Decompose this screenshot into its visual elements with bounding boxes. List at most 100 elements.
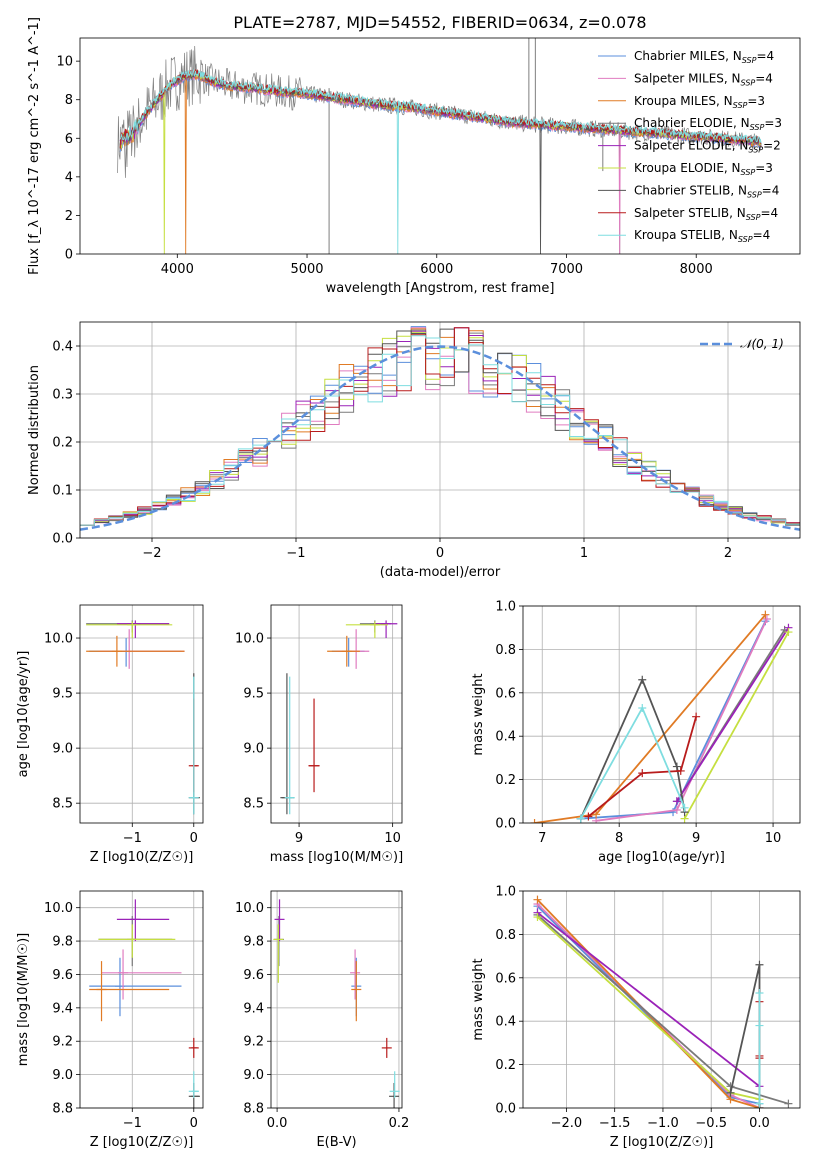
legend-label: Kroupa MILES, NSSP=3 — [634, 94, 765, 110]
x-tick-label: 5000 — [290, 262, 323, 277]
y-tick-label: 9.0 — [243, 1068, 264, 1083]
y-tick-label: 0.0 — [495, 817, 516, 832]
y-tick-label: 0.6 — [495, 686, 516, 701]
panel-spectrum: 4000 5000 6000 7000 8000 0 2 4 6 8 10 wavelength [A… — [27, 17, 801, 296]
legend-count: =4 — [755, 71, 773, 85]
y-tick-label: 6 — [65, 132, 73, 147]
y-tick-label: 10 — [56, 55, 73, 70]
x-axis-label: wavelength [Angstrom, rest frame] — [326, 281, 555, 296]
legend-label: Chabrier STELIB, NSSP=4 — [634, 183, 779, 199]
series-salpeter-stelib — [587, 716, 697, 818]
legend-label: Salpeter MILES, NSSP=4 — [634, 71, 773, 87]
y-tick-label: 10.0 — [235, 632, 264, 647]
legend-subscript: SSP — [750, 123, 765, 132]
plus-marker — [755, 1021, 764, 1030]
y-tick-label: 0.4 — [495, 1015, 516, 1030]
plus-marker — [638, 675, 647, 684]
model-salpeter-stelib — [119, 69, 762, 149]
x-tick-label: 0.2 — [389, 1116, 410, 1131]
y-tick-label: 8.5 — [243, 797, 264, 812]
x-tick-label: 6000 — [420, 262, 453, 277]
series-chabrier-stelib — [729, 964, 761, 1108]
plus-marker — [533, 913, 542, 922]
legend-subscript: SSP — [738, 235, 753, 244]
plot-area — [533, 895, 793, 1108]
x-tick-label: 0 — [436, 546, 444, 561]
y-tick-label: 9.5 — [52, 687, 73, 702]
plus-marker — [638, 769, 647, 778]
x-tick-label: 1 — [580, 546, 588, 561]
y-tick-label: 9.4 — [52, 1001, 73, 1016]
plot-area — [280, 620, 398, 815]
plus-marker — [530, 819, 539, 823]
x-tick-label: −0.5 — [695, 1116, 727, 1131]
plot-area — [80, 326, 800, 531]
series-chabrier-stelib — [579, 677, 686, 820]
x-tick-label: 10 — [384, 831, 401, 846]
axes-frame — [79, 321, 801, 539]
series-chabrier-miles — [580, 620, 767, 820]
plus-marker — [762, 615, 771, 624]
y-tick-label: 0.0 — [495, 1102, 516, 1117]
y-axis-label: Normed distribution — [27, 365, 42, 495]
plus-marker — [755, 960, 764, 969]
legend-label: Salpeter ELODIE, NSSP=2 — [634, 139, 781, 155]
y-axis-label: mass weight — [471, 673, 486, 755]
panel-mass_vs_EBV: 0.0 0.2 8.8 9.0 9.2 9.4 9.6 9.8 10.0 E(B-V) — [235, 890, 410, 1150]
legend-count: =4 — [756, 49, 774, 63]
figure-title: PLATE=2787, MJD=54552, FIBERID=0634, z=0… — [233, 13, 646, 32]
x-axis-label: Z [log10(Z/Z☉)] — [610, 1135, 714, 1150]
hist-kroupa-stelib — [80, 335, 800, 526]
x-tick-label: 4000 — [161, 262, 194, 277]
x-axis-label: age [log10(age/yr)] — [598, 850, 725, 865]
y-tick-label: 0.1 — [52, 484, 73, 499]
x-tick-label: 9 — [295, 831, 303, 846]
plus-marker — [672, 762, 681, 771]
y-tick-label: 9.2 — [52, 1035, 73, 1050]
plus-marker — [784, 628, 793, 637]
legend-count: =4 — [762, 183, 780, 197]
model-kroupa-stelib — [119, 69, 762, 254]
x-tick-label: 8 — [615, 831, 623, 846]
plus-marker — [672, 797, 681, 806]
plot-area — [117, 38, 762, 254]
x-tick-label: 2 — [724, 546, 732, 561]
legend-count: =3 — [747, 94, 765, 108]
y-tick-label: 9.6 — [52, 968, 73, 983]
series-kroupa-miles — [536, 899, 760, 1108]
y-tick-label: 0.2 — [52, 436, 73, 451]
y-axis-label: Flux [f_λ 10^-17 erg cm^-2 s^-1 A^-1] — [27, 17, 42, 275]
y-tick-label: 0.2 — [495, 773, 516, 788]
y-tick-label: 9.0 — [52, 1068, 73, 1083]
panel-age_vs_Z: −1 0 8.5 9.0 9.5 10.0 Z [log10(Z/Z☉)] age [log1… — [16, 604, 204, 865]
gaussian-curve — [80, 345, 800, 531]
legend-subscript: SSP — [741, 78, 756, 87]
x-axis-label: Z [log10(Z/Z☉)] — [90, 850, 194, 865]
plus-marker — [761, 610, 770, 619]
y-tick-label: 9.8 — [52, 935, 73, 950]
x-tick-label: −1 — [123, 1116, 142, 1131]
legend-label: Chabrier ELODIE, NSSP=3 — [634, 116, 782, 132]
panel-age_vs_mass: 9 10 8.5 9.0 9.5 10.0 mass [log10(M/M☉)] — [235, 604, 403, 865]
y-tick-label: 2 — [65, 209, 73, 224]
plus-marker — [638, 703, 647, 712]
plus-marker — [576, 814, 585, 823]
y-tick-label: 8.8 — [243, 1102, 264, 1117]
legend-count: =3 — [764, 116, 782, 130]
legend-subscript: SSP — [746, 213, 761, 222]
x-tick-label: 7000 — [550, 262, 583, 277]
legend-subscript: SSP — [742, 56, 757, 65]
y-tick-label: 1.0 — [495, 885, 516, 900]
legend-label: 𝒩(0, 1) — [740, 337, 784, 351]
y-tick-label: 9.0 — [243, 742, 264, 757]
y-tick-label: 0.0 — [52, 532, 73, 547]
x-tick-label: −1.0 — [647, 1116, 679, 1131]
x-tick-label: −1.5 — [599, 1116, 631, 1131]
series-salpeter-elodie — [676, 627, 790, 802]
axes-frame — [270, 604, 403, 824]
y-tick-label: 4 — [65, 170, 73, 185]
legend-label: Salpeter STELIB, NSSP=4 — [634, 206, 778, 222]
y-tick-label: 0.3 — [52, 388, 73, 403]
plus-marker — [755, 1099, 764, 1108]
hist-salpeter-stelib — [80, 327, 800, 526]
